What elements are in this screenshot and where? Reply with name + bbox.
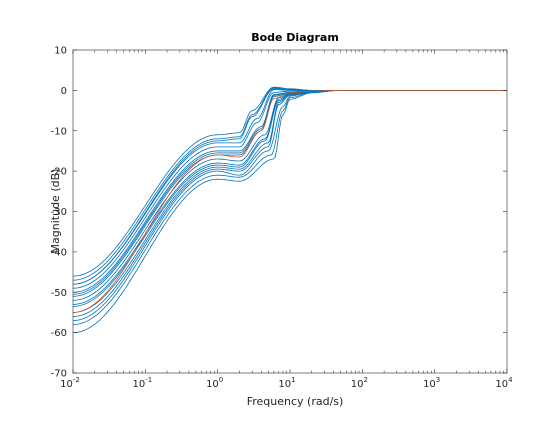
y-tick-label: -70: [51, 369, 67, 380]
x-tick-label: 103: [423, 376, 440, 390]
x-tick-label: 104: [495, 376, 513, 390]
series-layer: [72, 86, 507, 334]
y-tick-label: 0: [61, 86, 67, 97]
x-tick-label: 102: [351, 376, 368, 390]
chart-title: Bode Diagram: [251, 31, 339, 44]
y-tick-label: -20: [51, 167, 67, 178]
y-tick-label: -50: [51, 288, 67, 299]
y-tick-label: -10: [51, 126, 67, 137]
y-tick-label: -40: [51, 247, 67, 258]
nominal-response-line: [72, 89, 507, 313]
plot-background: [73, 50, 507, 373]
x-axis-label: Frequency (rad/s): [247, 395, 344, 408]
y-tick-label: -60: [51, 328, 67, 339]
y-tick-label: 10: [54, 46, 67, 57]
x-tick-label: 10-1: [132, 376, 152, 390]
x-tick-label: 101: [278, 376, 295, 390]
y-axis-label: Magnitude (dB): [49, 169, 62, 254]
y-tick-label: -30: [51, 207, 67, 218]
x-tick-label: 100: [206, 376, 223, 390]
x-tick-label: 10-2: [60, 376, 80, 390]
